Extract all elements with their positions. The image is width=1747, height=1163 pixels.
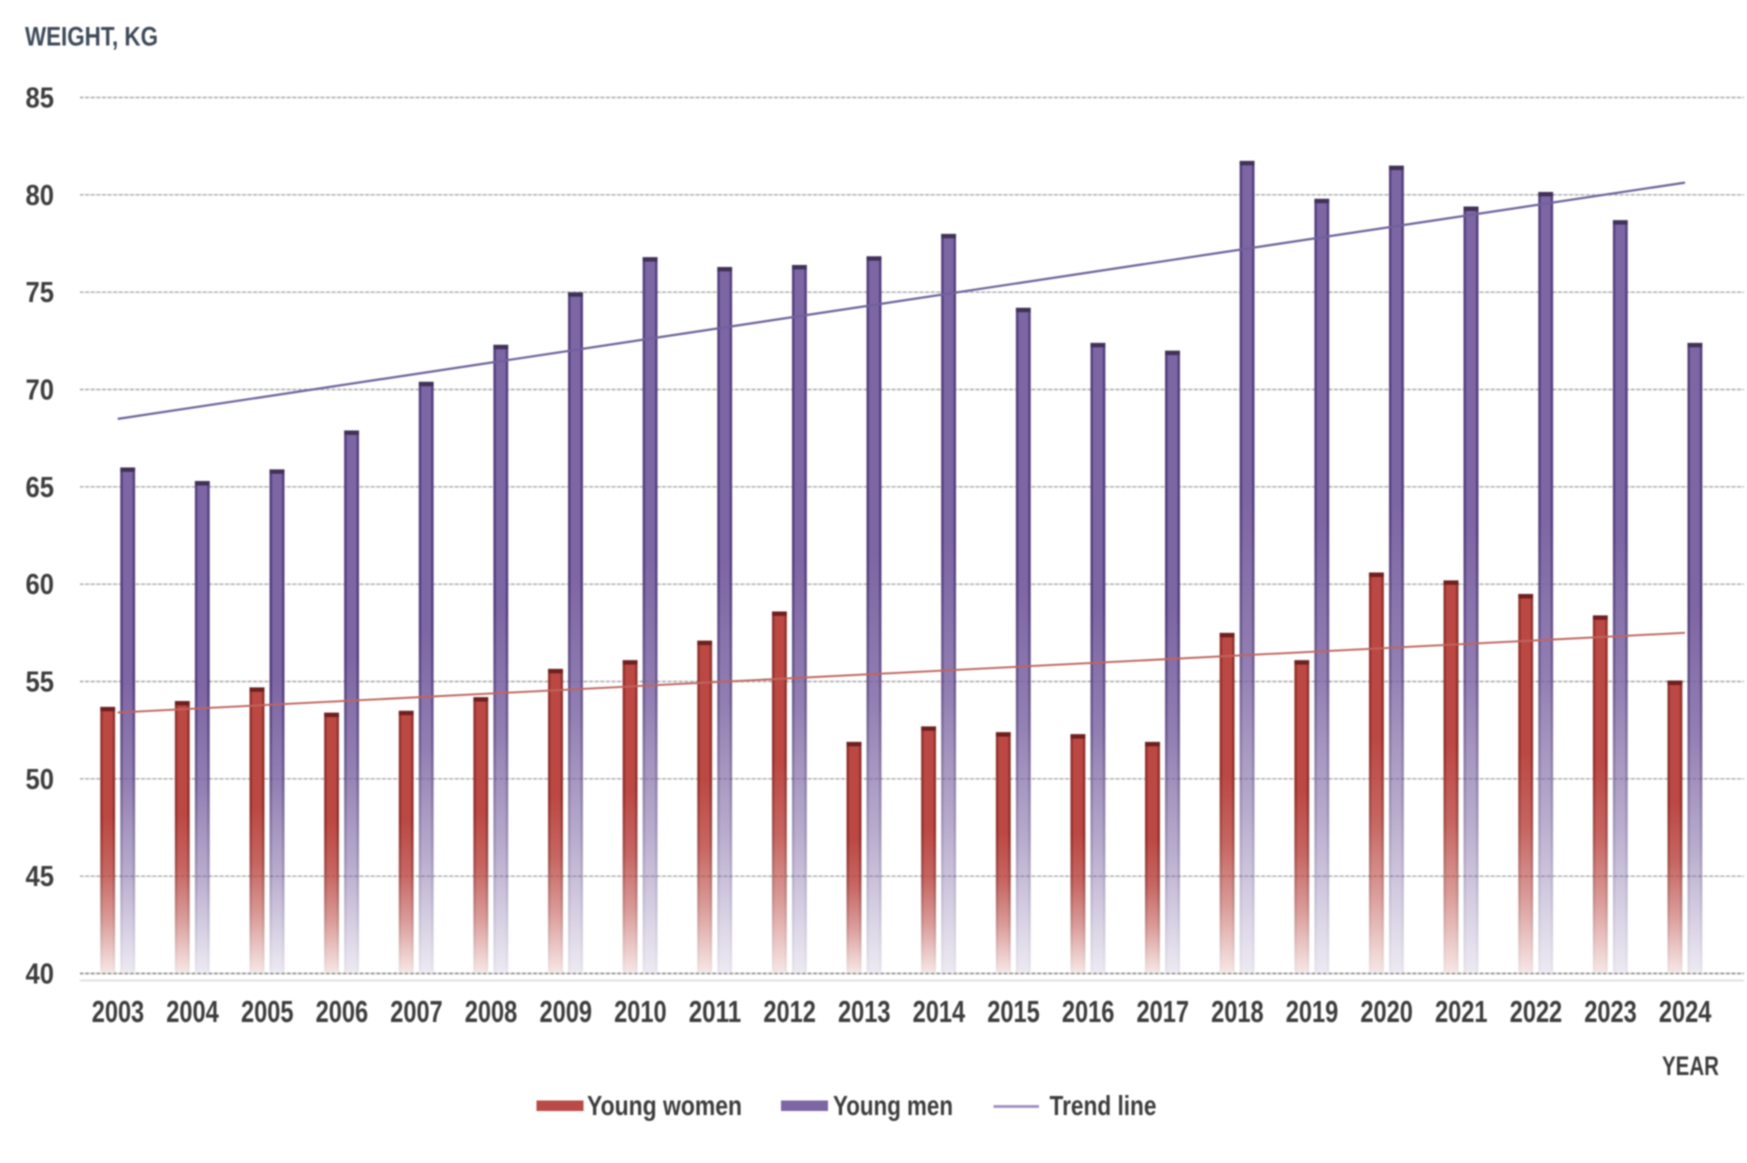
svg-text:2013: 2013 <box>838 994 891 1029</box>
svg-text:75: 75 <box>26 277 55 309</box>
svg-text:2006: 2006 <box>316 994 369 1029</box>
svg-text:85: 85 <box>26 83 55 115</box>
svg-text:2018: 2018 <box>1211 994 1264 1029</box>
svg-text:65: 65 <box>26 472 55 504</box>
svg-text:45: 45 <box>26 861 55 893</box>
svg-text:2007: 2007 <box>390 994 443 1029</box>
svg-text:Young men: Young men <box>833 1090 953 1121</box>
svg-text:2011: 2011 <box>689 994 742 1029</box>
svg-text:2015: 2015 <box>987 994 1040 1029</box>
svg-text:60: 60 <box>26 569 55 601</box>
svg-text:2012: 2012 <box>763 994 816 1029</box>
svg-text:2023: 2023 <box>1584 994 1637 1029</box>
svg-text:2019: 2019 <box>1286 994 1339 1029</box>
svg-text:2010: 2010 <box>614 994 667 1029</box>
svg-text:2003: 2003 <box>92 994 145 1029</box>
svg-text:50: 50 <box>26 764 55 796</box>
svg-text:2016: 2016 <box>1062 994 1115 1029</box>
svg-text:2022: 2022 <box>1510 994 1563 1029</box>
svg-text:Young women: Young women <box>587 1090 742 1121</box>
svg-text:2014: 2014 <box>913 994 966 1029</box>
svg-text:WEIGHT, KG: WEIGHT, KG <box>25 22 158 52</box>
svg-text:2004: 2004 <box>166 994 219 1029</box>
svg-text:2008: 2008 <box>465 994 518 1029</box>
svg-text:2009: 2009 <box>540 994 593 1029</box>
svg-text:2021: 2021 <box>1435 994 1488 1029</box>
svg-text:55: 55 <box>26 667 55 699</box>
svg-text:Trend line: Trend line <box>1050 1090 1157 1121</box>
svg-text:2005: 2005 <box>241 994 294 1029</box>
svg-text:2024: 2024 <box>1659 994 1712 1029</box>
svg-text:80: 80 <box>26 180 55 212</box>
svg-text:40: 40 <box>26 959 55 991</box>
svg-text:70: 70 <box>26 375 55 407</box>
svg-text:2017: 2017 <box>1137 994 1190 1029</box>
svg-text:2020: 2020 <box>1360 994 1413 1029</box>
svg-text:YEAR: YEAR <box>1662 1051 1719 1081</box>
